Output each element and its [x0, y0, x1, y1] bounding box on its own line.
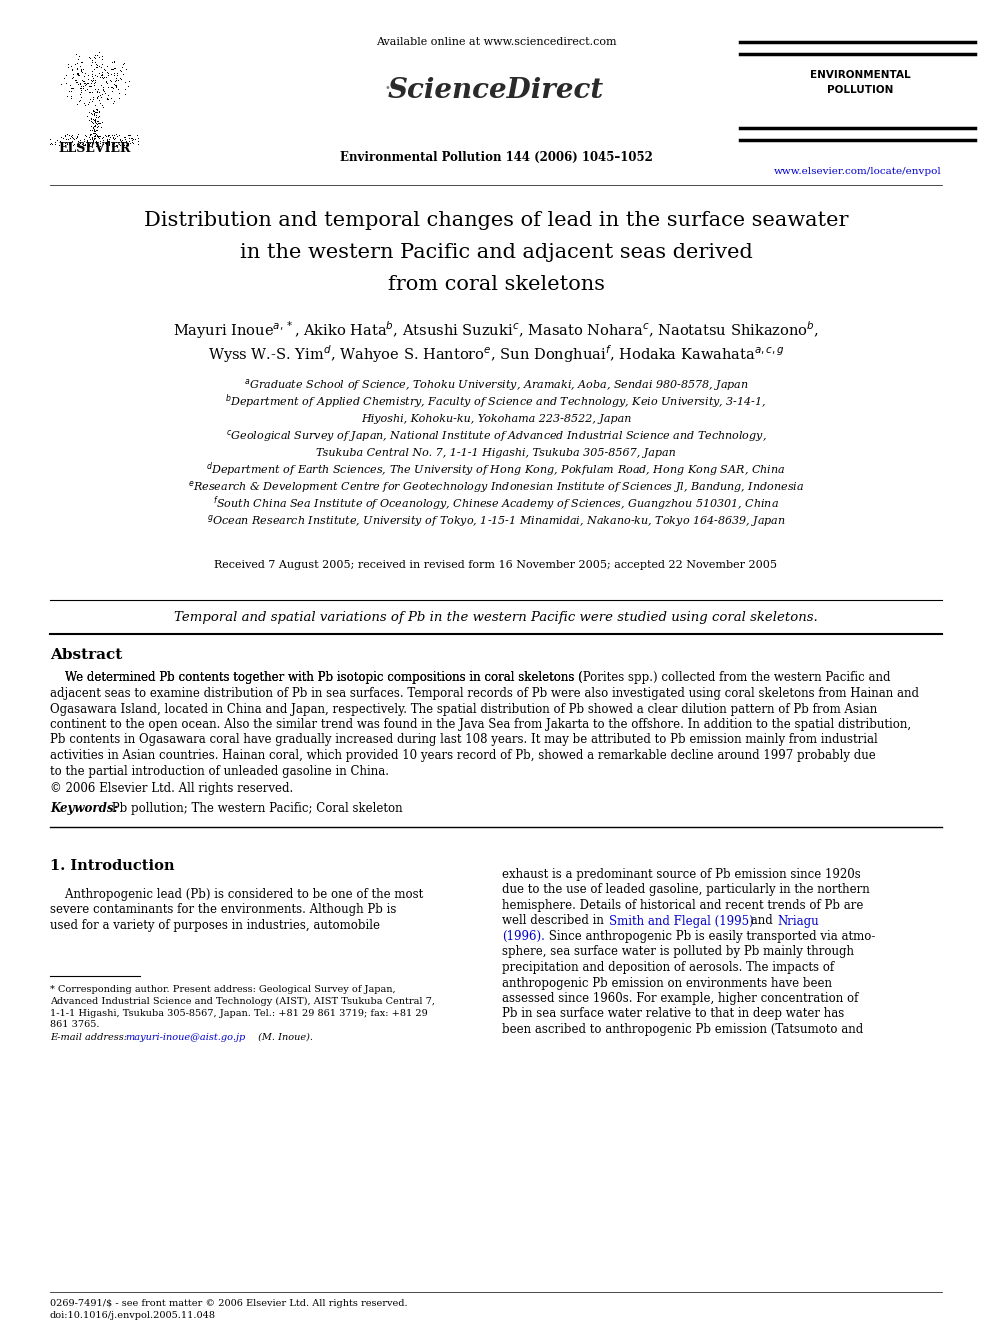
Text: mayuri-inoue@aist.go.jp: mayuri-inoue@aist.go.jp	[125, 1032, 245, 1041]
Text: Since anthropogenic Pb is easily transported via atmo-: Since anthropogenic Pb is easily transpo…	[545, 930, 875, 943]
Text: Environmental Pollution 144 (2006) 1045–1052: Environmental Pollution 144 (2006) 1045–…	[339, 151, 653, 164]
Text: $^{g}$Ocean Research Institute, University of Tokyo, 1-15-1 Minamidai, Nakano-ku: $^{g}$Ocean Research Institute, Universi…	[206, 513, 786, 529]
Text: 1-1-1 Higashi, Tsukuba 305-8567, Japan. Tel.: +81 29 861 3719; fax: +81 29: 1-1-1 Higashi, Tsukuba 305-8567, Japan. …	[50, 1008, 428, 1017]
Text: $^{a}$Graduate School of Science, Tohoku University, Aramaki, Aoba, Sendai 980-8: $^{a}$Graduate School of Science, Tohoku…	[244, 377, 748, 393]
Text: sphere, sea surface water is polluted by Pb mainly through: sphere, sea surface water is polluted by…	[502, 946, 854, 958]
Text: www.elsevier.com/locate/envpol: www.elsevier.com/locate/envpol	[774, 168, 941, 176]
Text: We determined Pb contents together with Pb isotopic compositions in coral skelet: We determined Pb contents together with …	[50, 672, 891, 684]
Text: Hiyoshi, Kohoku-ku, Yokohama 223-8522, Japan: Hiyoshi, Kohoku-ku, Yokohama 223-8522, J…	[361, 414, 631, 423]
Text: Advanced Industrial Science and Technology (AIST), AIST Tsukuba Central 7,: Advanced Industrial Science and Technolo…	[50, 998, 435, 1005]
Text: assessed since 1960s. For example, higher concentration of: assessed since 1960s. For example, highe…	[502, 992, 858, 1005]
Text: Abstract: Abstract	[50, 648, 122, 662]
Text: Nriagu: Nriagu	[777, 914, 818, 927]
Text: well described in: well described in	[502, 914, 608, 927]
Text: $^{e}$Research & Development Centre for Geotechnology Indonesian Institute of Sc: $^{e}$Research & Development Centre for …	[187, 479, 805, 495]
Text: Wyss W.-S. Yim$^{d}$, Wahyoe S. Hantoro$^{e}$, Sun Donghuai$^{f}$, Hodaka Kawaha: Wyss W.-S. Yim$^{d}$, Wahyoe S. Hantoro$…	[207, 343, 785, 365]
Text: Pb pollution; The western Pacific; Coral skeleton: Pb pollution; The western Pacific; Coral…	[108, 802, 403, 815]
Text: Temporal and spatial variations of Pb in the western Pacific were studied using : Temporal and spatial variations of Pb in…	[175, 611, 817, 624]
Text: ELSEVIER: ELSEVIER	[59, 142, 131, 155]
Text: $^{b}$Department of Applied Chemistry, Faculty of Science and Technology, Keio U: $^{b}$Department of Applied Chemistry, F…	[225, 393, 767, 411]
Text: Received 7 August 2005; received in revised form 16 November 2005; accepted 22 N: Received 7 August 2005; received in revi…	[214, 560, 778, 570]
Text: Ogasawara Island, located in China and Japan, respectively. The spatial distribu: Ogasawara Island, located in China and J…	[50, 703, 877, 716]
Text: (1996).: (1996).	[502, 930, 545, 943]
Text: Available online at www.sciencedirect.com: Available online at www.sciencedirect.co…	[376, 37, 616, 48]
Text: hemisphere. Details of historical and recent trends of Pb are: hemisphere. Details of historical and re…	[502, 900, 863, 912]
Text: due to the use of leaded gasoline, particularly in the northern: due to the use of leaded gasoline, parti…	[502, 884, 870, 897]
Text: Keywords:: Keywords:	[50, 802, 118, 815]
Text: Anthropogenic lead (Pb) is considered to be one of the most: Anthropogenic lead (Pb) is considered to…	[50, 888, 424, 901]
Text: ScienceDirect: ScienceDirect	[388, 77, 604, 103]
Text: ••: ••	[384, 83, 396, 93]
Text: ENVIRONMENTAL: ENVIRONMENTAL	[809, 70, 911, 79]
Text: been ascribed to anthropogenic Pb emission (Tatsumoto and: been ascribed to anthropogenic Pb emissi…	[502, 1023, 863, 1036]
Text: POLLUTION: POLLUTION	[826, 85, 893, 95]
Text: 1. Introduction: 1. Introduction	[50, 860, 175, 873]
Text: doi:10.1016/j.envpol.2005.11.048: doi:10.1016/j.envpol.2005.11.048	[50, 1311, 216, 1319]
Text: precipitation and deposition of aerosols. The impacts of: precipitation and deposition of aerosols…	[502, 960, 834, 974]
Text: anthropogenic Pb emission on environments have been: anthropogenic Pb emission on environment…	[502, 976, 832, 990]
Text: © 2006 Elsevier Ltd. All rights reserved.: © 2006 Elsevier Ltd. All rights reserved…	[50, 782, 294, 795]
Text: We determined Pb contents together with Pb isotopic compositions in coral skelet: We determined Pb contents together with …	[50, 672, 582, 684]
Text: 0269-7491/$ - see front matter © 2006 Elsevier Ltd. All rights reserved.: 0269-7491/$ - see front matter © 2006 El…	[50, 1298, 408, 1307]
Text: (M. Inoue).: (M. Inoue).	[255, 1032, 313, 1041]
Text: and: and	[747, 914, 777, 927]
Text: Distribution and temporal changes of lead in the surface seawater: Distribution and temporal changes of lea…	[144, 210, 848, 229]
Text: 861 3765.: 861 3765.	[50, 1020, 99, 1029]
Text: Mayuri Inoue$^{a,*}$, Akiko Hata$^{b}$, Atsushi Suzuki$^{c}$, Masato Nohara$^{c}: Mayuri Inoue$^{a,*}$, Akiko Hata$^{b}$, …	[173, 319, 819, 341]
Text: Pb in sea surface water relative to that in deep water has: Pb in sea surface water relative to that…	[502, 1008, 844, 1020]
Text: adjacent seas to examine distribution of Pb in sea surfaces. Temporal records of: adjacent seas to examine distribution of…	[50, 687, 919, 700]
Text: $^{c}$Geological Survey of Japan, National Institute of Advanced Industrial Scie: $^{c}$Geological Survey of Japan, Nation…	[225, 429, 767, 445]
Text: Pb contents in Ogasawara coral have gradually increased during last 108 years. I: Pb contents in Ogasawara coral have grad…	[50, 733, 878, 746]
Text: from coral skeletons: from coral skeletons	[388, 274, 604, 294]
Text: Smith and Flegal (1995): Smith and Flegal (1995)	[609, 914, 754, 927]
Text: severe contaminants for the environments. Although Pb is: severe contaminants for the environments…	[50, 904, 397, 917]
Text: * Corresponding author. Present address: Geological Survey of Japan,: * Corresponding author. Present address:…	[50, 986, 396, 995]
Text: We determined Pb contents together with Pb isotopic compositions in coral skelet: We determined Pb contents together with …	[50, 672, 658, 684]
Text: $^{f}$South China Sea Institute of Oceanology, Chinese Academy of Sciences, Guan: $^{f}$South China Sea Institute of Ocean…	[213, 495, 779, 513]
Text: activities in Asian countries. Hainan coral, which provided 10 years record of P: activities in Asian countries. Hainan co…	[50, 749, 876, 762]
Text: to the partial introduction of unleaded gasoline in China.: to the partial introduction of unleaded …	[50, 765, 389, 778]
Text: continent to the open ocean. Also the similar trend was found in the Java Sea fr: continent to the open ocean. Also the si…	[50, 718, 911, 732]
Text: Tsukuba Central No. 7, 1-1-1 Higashi, Tsukuba 305-8567, Japan: Tsukuba Central No. 7, 1-1-1 Higashi, Ts…	[316, 448, 676, 458]
Text: in the western Pacific and adjacent seas derived: in the western Pacific and adjacent seas…	[240, 242, 752, 262]
Text: $^{d}$Department of Earth Sciences, The University of Hong Kong, Pokfulam Road, : $^{d}$Department of Earth Sciences, The …	[206, 460, 786, 479]
Text: used for a variety of purposes in industries, automobile: used for a variety of purposes in indust…	[50, 919, 380, 931]
Text: E-mail address:: E-mail address:	[50, 1032, 130, 1041]
Text: exhaust is a predominant source of Pb emission since 1920s: exhaust is a predominant source of Pb em…	[502, 868, 861, 881]
